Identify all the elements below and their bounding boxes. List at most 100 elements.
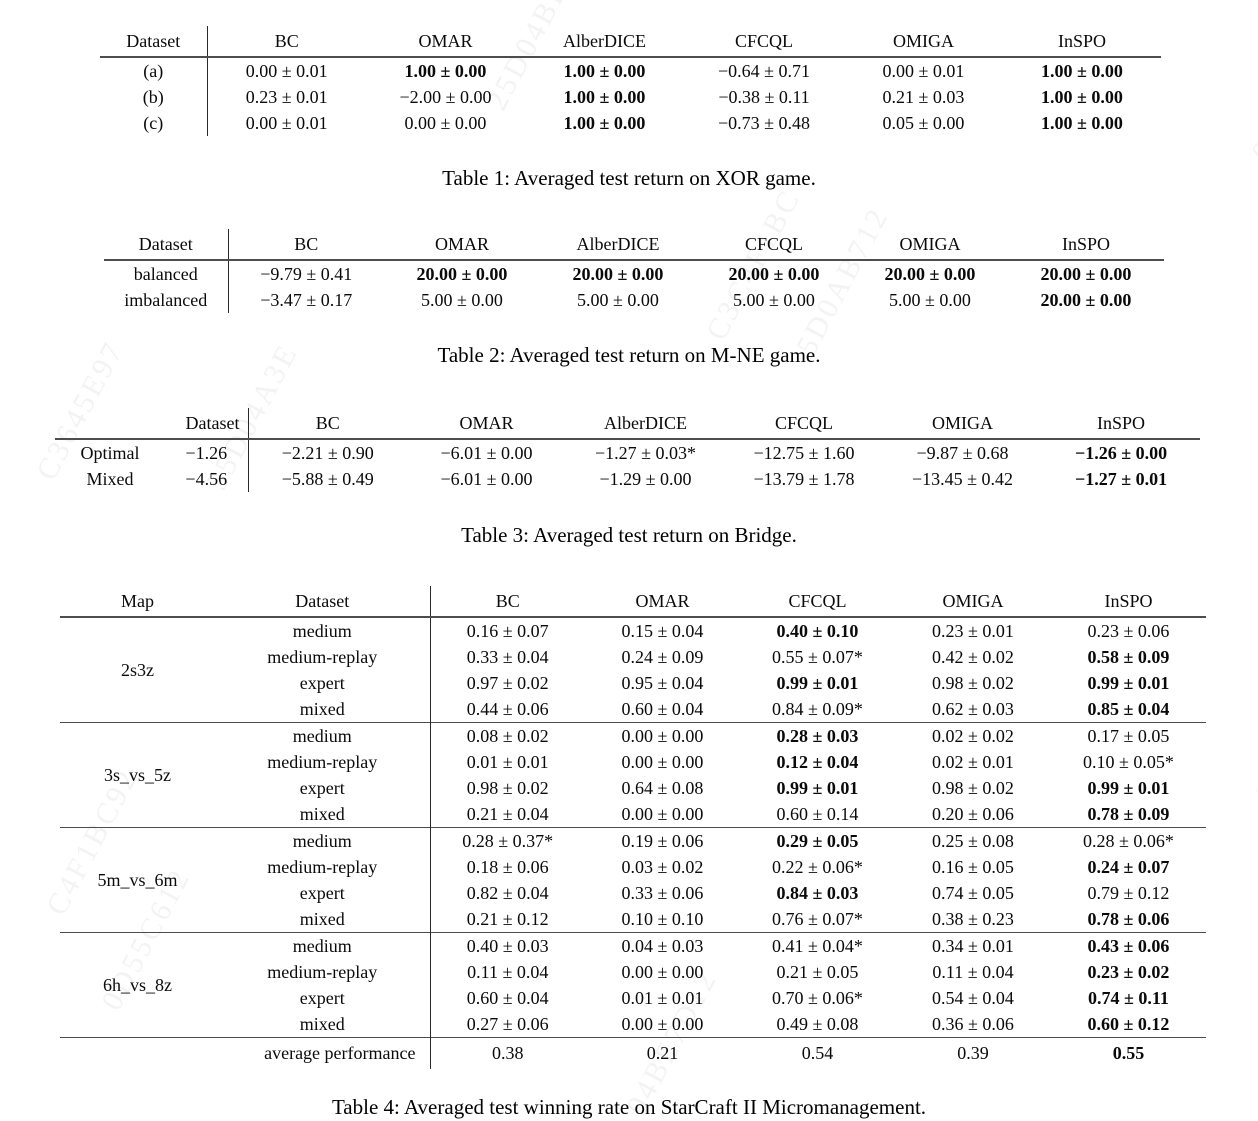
- table-row: medium-replay 0.33 ± 0.04 0.24 ± 0.09 0.55 …: [60, 644, 1206, 670]
- value-cell: 0.21 ± 0.04: [466, 804, 549, 824]
- average-value-cell: 0.39: [895, 1037, 1051, 1069]
- value-cell: 0.55 ± 0.07*: [772, 647, 863, 667]
- value-cell: 0.58 ± 0.09: [1087, 647, 1170, 667]
- value-cell: −9.79 ± 0.41: [260, 264, 353, 284]
- column-header-dataset: Dataset: [215, 586, 431, 618]
- map-label: 3s_vs_5z: [60, 722, 215, 828]
- value-cell: 1.00 ± 0.00: [563, 61, 646, 81]
- table-row: expert 0.97 ± 0.02 0.95 ± 0.04 0.99 ± 0.01 0…: [60, 670, 1206, 696]
- value-cell: 0.98 ± 0.02: [932, 673, 1014, 693]
- value-cell: 0.15 ± 0.04: [621, 621, 704, 641]
- column-header: OMIGA: [895, 586, 1051, 618]
- value-cell: 0.21 ± 0.05: [776, 962, 859, 982]
- value-cell: −13.45 ± 0.42: [912, 469, 1014, 489]
- column-header: OMAR: [384, 229, 540, 261]
- table-mne: Dataset BC OMAR AlberDICE CFCQL OMIGA InSPO bal…: [0, 229, 1258, 313]
- value-cell: −13.79 ± 1.78: [753, 469, 855, 489]
- table-row: mixed 0.27 ± 0.06 0.00 ± 0.00 0.49 ± 0.08 0.…: [60, 1011, 1206, 1038]
- value-cell: −0.64 ± 0.71: [717, 61, 811, 81]
- table-row: Optimal −1.26 −2.21 ± 0.90 −6.01 ± 0.00 −1.2…: [55, 439, 1200, 466]
- value-cell: 0.08 ± 0.02: [430, 722, 585, 749]
- xor-table: Dataset BC OMAR AlberDICE CFCQL OMIGA InSPO (a)…: [100, 26, 1161, 136]
- value-cell: 0.40 ± 0.10: [776, 621, 859, 641]
- value-cell: 0.34 ± 0.01: [895, 932, 1051, 959]
- value-cell: 0.95 ± 0.04: [621, 673, 704, 693]
- value-cell: 0.24 ± 0.09: [621, 647, 704, 667]
- value-cell: 0.00 ± 0.01: [882, 61, 965, 81]
- table-row: expert 0.82 ± 0.04 0.33 ± 0.06 0.84 ± 0.03 0…: [60, 880, 1206, 906]
- table-bridge: Dataset BC OMAR AlberDICE CFCQL OMIGA InSPO Opt…: [0, 408, 1258, 492]
- column-header: CFCQL: [725, 408, 884, 440]
- dataset-label: mixed: [215, 696, 431, 723]
- value-cell: 0.98 ± 0.02: [932, 778, 1014, 798]
- table-smac: Map Dataset BC OMAR CFCQL OMIGA InSPO 2s3z mediu…: [0, 586, 1258, 1069]
- value-cell: 0.02 ± 0.01: [932, 752, 1014, 772]
- table-row: balanced −9.79 ± 0.41 20.00 ± 0.00 20.00 ± …: [104, 260, 1164, 287]
- dataset-label: mixed: [215, 801, 431, 828]
- value-cell: 0.78 ± 0.06: [1087, 909, 1170, 929]
- row-label: (a): [100, 57, 208, 84]
- value-cell: 0.21 ± 0.12: [466, 909, 549, 929]
- value-cell: 0.22 ± 0.06*: [772, 857, 863, 877]
- value-cell: 0.20 ± 0.06: [932, 804, 1014, 824]
- average-value-cell: 0.38: [430, 1037, 585, 1069]
- table-row: (c) 0.00 ± 0.01 0.00 ± 0.00 1.00 ± 0.00 −0.7…: [100, 110, 1161, 136]
- value-cell: −12.75 ± 1.60: [753, 443, 855, 463]
- table-row: 3s_vs_5z medium 0.08 ± 0.02 0.00 ± 0.00 0.28…: [60, 722, 1206, 828]
- value-cell: 0.00 ± 0.01: [245, 113, 328, 133]
- value-cell: 0.33 ± 0.04: [466, 647, 549, 667]
- column-header-dataset: Dataset: [104, 229, 229, 261]
- average-performance-row: average performance 0.38 0.21 0.54 0.39 0.55: [60, 1037, 1206, 1069]
- value-cell: −0.38 ± 0.11: [718, 87, 810, 107]
- column-header: OMIGA: [883, 408, 1043, 440]
- bridge-table: Dataset BC OMAR AlberDICE CFCQL OMIGA InSPO Opt…: [55, 408, 1201, 492]
- value-cell: 0.01 ± 0.01: [466, 752, 549, 772]
- row-label: balanced: [104, 260, 229, 287]
- value-cell: 0.11 ± 0.04: [932, 962, 1014, 982]
- value-cell: 0.78 ± 0.09: [1087, 804, 1170, 824]
- value-cell: −1.27 ± 0.01: [1074, 469, 1168, 489]
- table-row: 5m_vs_6m medium 0.28 ± 0.37* 0.19 ± 0.06 0.2…: [60, 827, 1206, 933]
- value-cell: −3.47 ± 0.17: [260, 290, 353, 310]
- value-cell: 0.00 ± 0.00: [621, 962, 704, 982]
- table-row: medium-replay 0.18 ± 0.06 0.03 ± 0.02 0.22 …: [60, 854, 1206, 880]
- value-cell: 0.98 ± 0.02: [466, 778, 549, 798]
- value-cell: −2.21 ± 0.90: [281, 443, 374, 463]
- column-header-dataset: Dataset: [55, 408, 249, 440]
- value-cell: 0.74 ± 0.11: [1088, 988, 1169, 1008]
- value-cell: 20.00 ± 0.00: [1040, 264, 1132, 284]
- dataset-label: medium-replay: [215, 854, 431, 880]
- column-header: OMAR: [585, 586, 740, 618]
- value-cell: −2.00 ± 0.00: [399, 87, 492, 107]
- value-cell: 0.04 ± 0.03: [585, 932, 740, 959]
- column-header: InSPO: [1051, 586, 1206, 618]
- table-row: medium-replay 0.01 ± 0.01 0.00 ± 0.00 0.12 …: [60, 749, 1206, 775]
- value-cell: 0.00 ± 0.00: [621, 1014, 704, 1034]
- value-cell: 0.60 ± 0.04: [466, 988, 549, 1008]
- dataset-return-value: −4.56: [165, 466, 249, 492]
- column-header: BC: [248, 408, 408, 440]
- value-cell: 0.17 ± 0.05: [1051, 722, 1206, 749]
- value-cell: 0.62 ± 0.03: [932, 699, 1014, 719]
- value-cell: 0.01 ± 0.01: [621, 988, 704, 1008]
- table-row: medium-replay 0.11 ± 0.04 0.00 ± 0.00 0.21 …: [60, 959, 1206, 985]
- table-row: mixed 0.44 ± 0.06 0.60 ± 0.04 0.84 ± 0.09* 0…: [60, 696, 1206, 723]
- table-row: (a) 0.00 ± 0.01 1.00 ± 0.00 1.00 ± 0.00 −0.6…: [100, 57, 1161, 84]
- value-cell: 0.99 ± 0.01: [1087, 778, 1170, 798]
- value-cell: 0.28 ± 0.03: [740, 722, 895, 749]
- value-cell: −0.73 ± 0.48: [717, 113, 811, 133]
- value-cell: 0.23 ± 0.06: [1087, 621, 1170, 641]
- dataset-label: expert: [215, 985, 431, 1011]
- column-header: AlberDICE: [540, 229, 696, 261]
- value-cell: 0.10 ± 0.10: [621, 909, 704, 929]
- value-cell: 0.36 ± 0.06: [932, 1014, 1014, 1034]
- value-cell: 0.85 ± 0.04: [1087, 699, 1170, 719]
- table-row: mixed 0.21 ± 0.12 0.10 ± 0.10 0.76 ± 0.07* 0…: [60, 906, 1206, 933]
- value-cell: 0.03 ± 0.02: [621, 857, 704, 877]
- value-cell: 0.97 ± 0.02: [466, 673, 549, 693]
- value-cell: 0.38 ± 0.23: [932, 909, 1014, 929]
- value-cell: 0.42 ± 0.02: [932, 647, 1014, 667]
- value-cell: 0.54 ± 0.04: [932, 988, 1014, 1008]
- value-cell: 5.00 ± 0.00: [577, 290, 659, 310]
- value-cell: 0.84 ± 0.09*: [772, 699, 863, 719]
